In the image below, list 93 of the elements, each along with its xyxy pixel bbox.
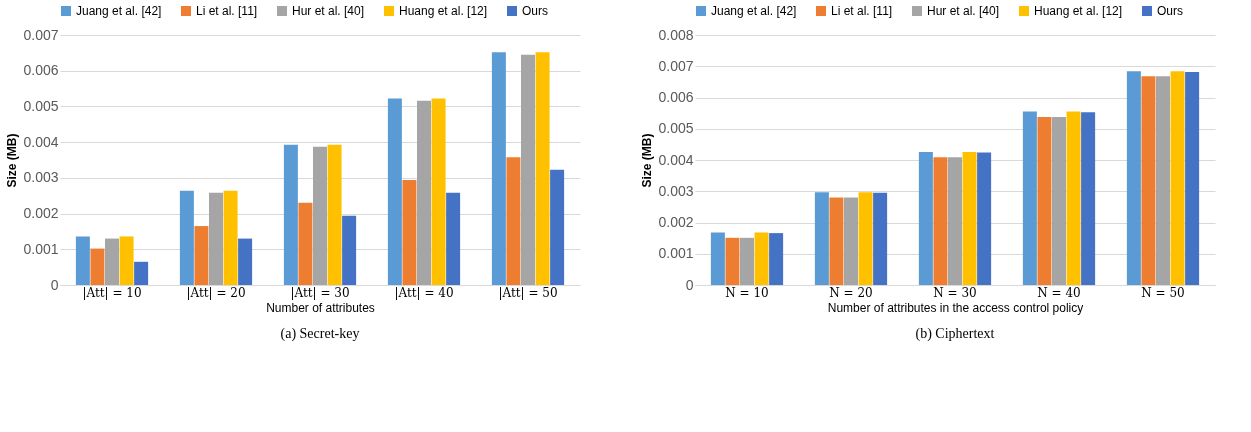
bar	[948, 157, 962, 285]
legend-label: Juang et al. [42]	[76, 4, 162, 18]
x-tick-label: |Att| = 10	[82, 285, 142, 300]
bar	[858, 192, 873, 285]
bar	[521, 54, 535, 285]
bar	[1141, 76, 1156, 285]
bar	[238, 238, 253, 285]
bar	[844, 197, 858, 285]
legend-label: Li et al. [11]	[196, 4, 258, 18]
bar	[90, 248, 105, 285]
bar	[313, 146, 327, 285]
bar	[1170, 71, 1185, 285]
bar	[327, 144, 342, 285]
y-tick-label: 0.008	[658, 26, 694, 43]
bar	[1126, 71, 1141, 285]
x-tick-label: |Att| = 20	[186, 285, 246, 300]
bar	[918, 151, 933, 285]
y-tick-label: 0.001	[658, 245, 694, 262]
bar	[209, 192, 223, 285]
bar	[491, 52, 506, 285]
y-tick-label: 0.003	[658, 182, 694, 199]
y-tick-label: 0.002	[658, 214, 694, 230]
bar	[550, 169, 565, 285]
legend-label: Ours	[1157, 4, 1184, 18]
bar	[1185, 71, 1200, 285]
y-tick-label: 0.001	[23, 240, 59, 257]
y-tick-label: 0	[50, 276, 59, 293]
y-tick-label: 0.004	[658, 151, 694, 168]
x-tick-label: N = 10	[725, 285, 769, 300]
bar	[873, 192, 888, 285]
bar	[417, 100, 431, 285]
bar	[298, 202, 313, 285]
y-axis-title: Size (MB)	[640, 133, 655, 188]
bar	[506, 157, 521, 285]
bar	[342, 215, 357, 285]
bar	[402, 180, 417, 285]
x-tick-label: |Att| = 50	[498, 285, 558, 300]
x-tick-label: |Att| = 30	[290, 285, 350, 300]
bar	[194, 226, 209, 285]
legend-label: Hur et al. [40]	[292, 4, 365, 18]
bar	[710, 232, 725, 285]
bar	[1052, 116, 1066, 285]
text: (b) Ciphertext	[915, 326, 995, 342]
y-axis-title: Size (MB)	[5, 133, 20, 188]
bar	[387, 98, 402, 285]
y-tick-label: 0.007	[658, 57, 694, 74]
bar	[283, 144, 298, 285]
y-tick-label: 0.007	[23, 26, 59, 43]
bar	[933, 157, 948, 285]
text: (a) Secret-key	[280, 326, 360, 342]
bar	[740, 237, 754, 285]
y-tick-label: 0.005	[658, 120, 694, 137]
bar	[1156, 76, 1170, 285]
bar	[431, 98, 446, 285]
legend-label: Ours	[522, 4, 549, 18]
bar	[769, 233, 784, 285]
x-axis-title: Number of attributes in the access control policy	[827, 300, 1084, 315]
bar	[105, 238, 119, 285]
bar	[119, 236, 134, 285]
x-tick-label: N = 50	[1141, 285, 1185, 300]
bar	[75, 236, 90, 285]
y-tick-label: 0.005	[23, 97, 59, 114]
bar	[725, 237, 740, 285]
bar	[754, 232, 769, 285]
bar	[962, 151, 977, 285]
bar	[1022, 111, 1037, 285]
legend-label: Huang et al. [12]	[1034, 4, 1123, 18]
bar	[179, 190, 194, 285]
bar	[223, 190, 238, 285]
y-tick-label: 0.006	[658, 89, 694, 105]
bar	[446, 192, 461, 285]
legend-label: Huang et al. [12]	[399, 4, 488, 18]
bar	[1037, 116, 1052, 285]
bar	[1081, 112, 1096, 285]
x-axis-title: Number of attributes	[266, 300, 375, 315]
bar	[1066, 111, 1081, 285]
y-tick-label: 0.003	[23, 169, 59, 186]
x-tick-label: N = 20	[829, 285, 873, 300]
y-tick-label: 0.004	[23, 133, 59, 150]
y-tick-label: 0.006	[23, 62, 59, 79]
legend-label: Li et al. [11]	[831, 4, 893, 18]
x-tick-label: N = 30	[933, 285, 977, 300]
bar	[814, 192, 829, 285]
y-tick-label: 0	[685, 276, 694, 293]
x-tick-label: N = 40	[1037, 285, 1081, 300]
legend-label: Hur et al. [40]	[927, 4, 1000, 18]
bar	[134, 261, 149, 285]
bar	[829, 197, 844, 285]
y-tick-label: 0.002	[23, 205, 59, 222]
legend-label: Juang et al. [42]	[711, 4, 797, 18]
bar	[535, 52, 550, 285]
bar	[977, 152, 992, 285]
x-tick-label: |Att| = 40	[394, 285, 454, 300]
